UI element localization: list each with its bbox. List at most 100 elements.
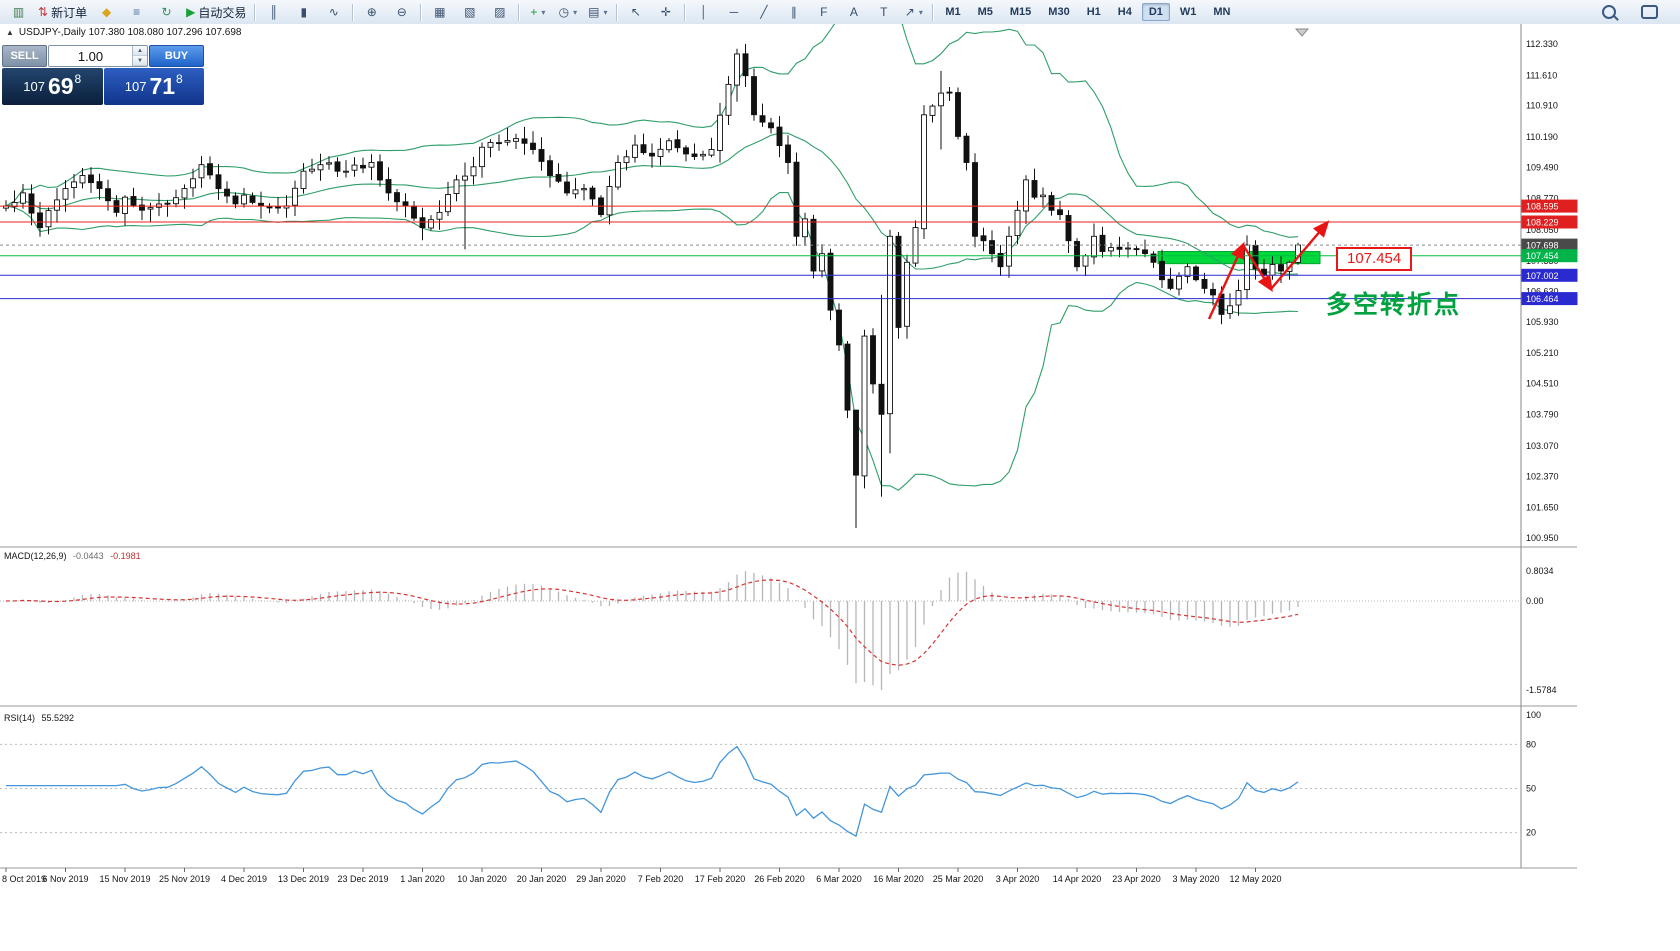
timeframe-m1[interactable]: M1 <box>945 6 961 18</box>
macd-name: MACD(12,26,9) <box>4 551 67 561</box>
price-marker-107.698 <box>1521 238 1578 252</box>
horizontal-line-button[interactable]: ─ <box>719 1 748 23</box>
sell-button[interactable]: SELL <box>2 45 47 67</box>
zoom-in-icon: ⊕ <box>366 5 377 19</box>
date-label: 13 Dec 2019 <box>278 874 329 884</box>
price-marker-108.229 <box>1521 215 1578 229</box>
dropdown-arrow-icon: ▾ <box>573 7 578 17</box>
fibonacci-button[interactable]: F <box>809 1 838 23</box>
sell-price-panel[interactable]: 107 69 8 <box>2 68 103 105</box>
timeframe-mn[interactable]: MN <box>1213 6 1231 18</box>
date-label: 16 Mar 2020 <box>873 874 924 884</box>
autotrading-button[interactable]: ▶ 自动交易 <box>182 1 250 23</box>
timeframe-w1[interactable]: W1 <box>1179 6 1197 18</box>
price-marker-108.595 <box>1521 199 1578 213</box>
templates-button[interactable]: ▤ ▾ <box>583 1 612 23</box>
date-label: 17 Feb 2020 <box>695 874 746 884</box>
navigator-button[interactable]: ≡ <box>122 1 151 23</box>
navigator-icon: ≡ <box>133 5 141 19</box>
price-callout-box[interactable]: 107.454 <box>1336 247 1413 271</box>
date-label: 20 Jan 2020 <box>517 874 567 884</box>
label-button[interactable]: T <box>869 1 898 23</box>
buy-price-pips: 71 <box>149 73 176 99</box>
rsi-tick-label: 100 <box>1526 710 1541 720</box>
dropdown-arrow-icon: ▾ <box>918 7 923 17</box>
crosshair-button[interactable]: ✛ <box>651 1 680 23</box>
timeframe-m15[interactable]: M15 <box>1009 6 1032 18</box>
shapes-button[interactable]: ↗ ▾ <box>899 1 928 23</box>
text-button[interactable]: A <box>839 1 868 23</box>
date-label: 14 Apr 2020 <box>1053 874 1102 884</box>
price-marker-label: 108.595 <box>1526 202 1559 212</box>
line-chart-button[interactable]: ∿ <box>319 1 348 23</box>
main-toolbar: ▥ ⇅ 新订单 ◆ ≡ ↻ ▶ 自动交易 ║ ▮ ∿ ⊕ ⊖ ▦ ▧ ▨ + ▾ ◷ ▾ ▤ ▾ ↖ ✛ │ ─ ╱ ∥ F A T ↗ ▾ M1… <box>0 0 1680 25</box>
price-marker-label: 106.464 <box>1526 294 1559 304</box>
cursor-button[interactable]: ↖ <box>621 1 650 23</box>
zoom-out-button[interactable]: ⊖ <box>387 1 416 23</box>
price-axis[interactable]: 112.330 111.610 110.910 110.190 109.490 108.7… <box>1521 39 1578 838</box>
price-tick-label: 104.510 <box>1526 379 1559 389</box>
arrange-windows-button[interactable]: ▨ <box>485 1 514 23</box>
indicators-icon: + <box>530 5 538 19</box>
bar-chart-button[interactable]: ║ <box>259 1 288 23</box>
refresh-button[interactable]: ↻ <box>152 1 181 23</box>
tile-windows-icon: ▦ <box>434 5 446 19</box>
timeframe-d1[interactable]: D1 <box>1141 3 1170 21</box>
bollinger-upper-band <box>5 24 1299 238</box>
buy-price-panel[interactable]: 107 71 8 <box>103 68 204 105</box>
chart-shift-marker[interactable] <box>1294 28 1310 37</box>
cascade-windows-button[interactable]: ▧ <box>455 1 484 23</box>
indicators-button[interactable]: + ▾ <box>523 1 552 23</box>
toolbar-separator <box>932 3 934 21</box>
chart-canvas[interactable]: 112.330 111.610 110.910 110.190 109.490 108.7… <box>0 24 1680 951</box>
timeframe-h1[interactable]: H1 <box>1086 6 1101 18</box>
new-order-icon: ⇅ <box>38 5 49 19</box>
macd-main-value: -0.0443 <box>73 551 104 561</box>
zoom-in-button[interactable]: ⊕ <box>357 1 386 23</box>
sell-price-base: 107 <box>23 79 45 94</box>
macd-signal-value: -0.1981 <box>110 551 141 561</box>
timeframe-h4[interactable]: H4 <box>1117 6 1132 18</box>
new-chart-button[interactable]: ▥ <box>4 1 33 23</box>
tile-windows-button[interactable]: ▦ <box>425 1 454 23</box>
order-controls-row: SELL ▲ ▼ BUY <box>2 45 204 67</box>
candlestick-chart-button[interactable]: ▮ <box>289 1 318 23</box>
chart-workspace: 112.330 111.610 110.910 110.190 109.490 108.7… <box>0 24 1680 951</box>
dropdown-arrow-icon: ▾ <box>603 7 608 17</box>
search-button[interactable] <box>1594 1 1623 23</box>
one-click-collapse-icon[interactable]: ▲ <box>6 28 14 37</box>
rsi-tick-label: 50 <box>1526 784 1536 794</box>
channel-icon: ∥ <box>790 5 797 19</box>
timeframe-m5[interactable]: M5 <box>977 6 993 18</box>
channel-button[interactable]: ∥ <box>779 1 808 23</box>
timeframe-m30[interactable]: M30 <box>1048 6 1070 18</box>
date-label: 12 May 2020 <box>1229 874 1281 884</box>
volume-input[interactable] <box>49 46 132 66</box>
periods-button[interactable]: ◷ ▾ <box>553 1 582 23</box>
trendline-button[interactable]: ╱ <box>749 1 778 23</box>
price-tick-label: 106.630 <box>1526 286 1559 296</box>
price-tick-label: 105.930 <box>1526 317 1559 327</box>
chart-title: ▲ USDJPY-,Daily 107.380 108.080 107.296 … <box>6 27 242 38</box>
metaeditor-button[interactable]: ◆ <box>92 1 121 23</box>
toolbar-separator <box>518 3 520 21</box>
date-label: 3 Apr 2020 <box>996 874 1040 884</box>
macd-tick-label: -1.5784 <box>1526 685 1557 695</box>
label-icon: T <box>880 5 888 19</box>
buy-button[interactable]: BUY <box>149 45 204 67</box>
turning-point-annotation: 多空转折点 <box>1326 291 1462 319</box>
chart-ohlc-text: USDJPY-,Daily 107.380 108.080 107.296 10… <box>18 27 242 38</box>
vertical-line-button[interactable]: │ <box>689 1 718 23</box>
volume-down-button[interactable]: ▼ <box>133 56 147 66</box>
rsi-label: RSI(14) 55.5292 <box>4 713 74 723</box>
volume-up-button[interactable]: ▲ <box>133 46 147 56</box>
order-prices-row: 107 69 8 107 71 8 <box>2 68 204 105</box>
arrange-windows-icon: ▨ <box>494 5 506 19</box>
date-label: 25 Nov 2019 <box>159 874 210 884</box>
volume-spinner: ▲ ▼ <box>132 46 147 66</box>
macd-histogram <box>13 571 1299 690</box>
templates-icon: ▤ <box>588 5 600 19</box>
new-order-button[interactable]: ⇅ 新订单 <box>34 1 91 23</box>
chat-button[interactable] <box>1635 1 1664 23</box>
